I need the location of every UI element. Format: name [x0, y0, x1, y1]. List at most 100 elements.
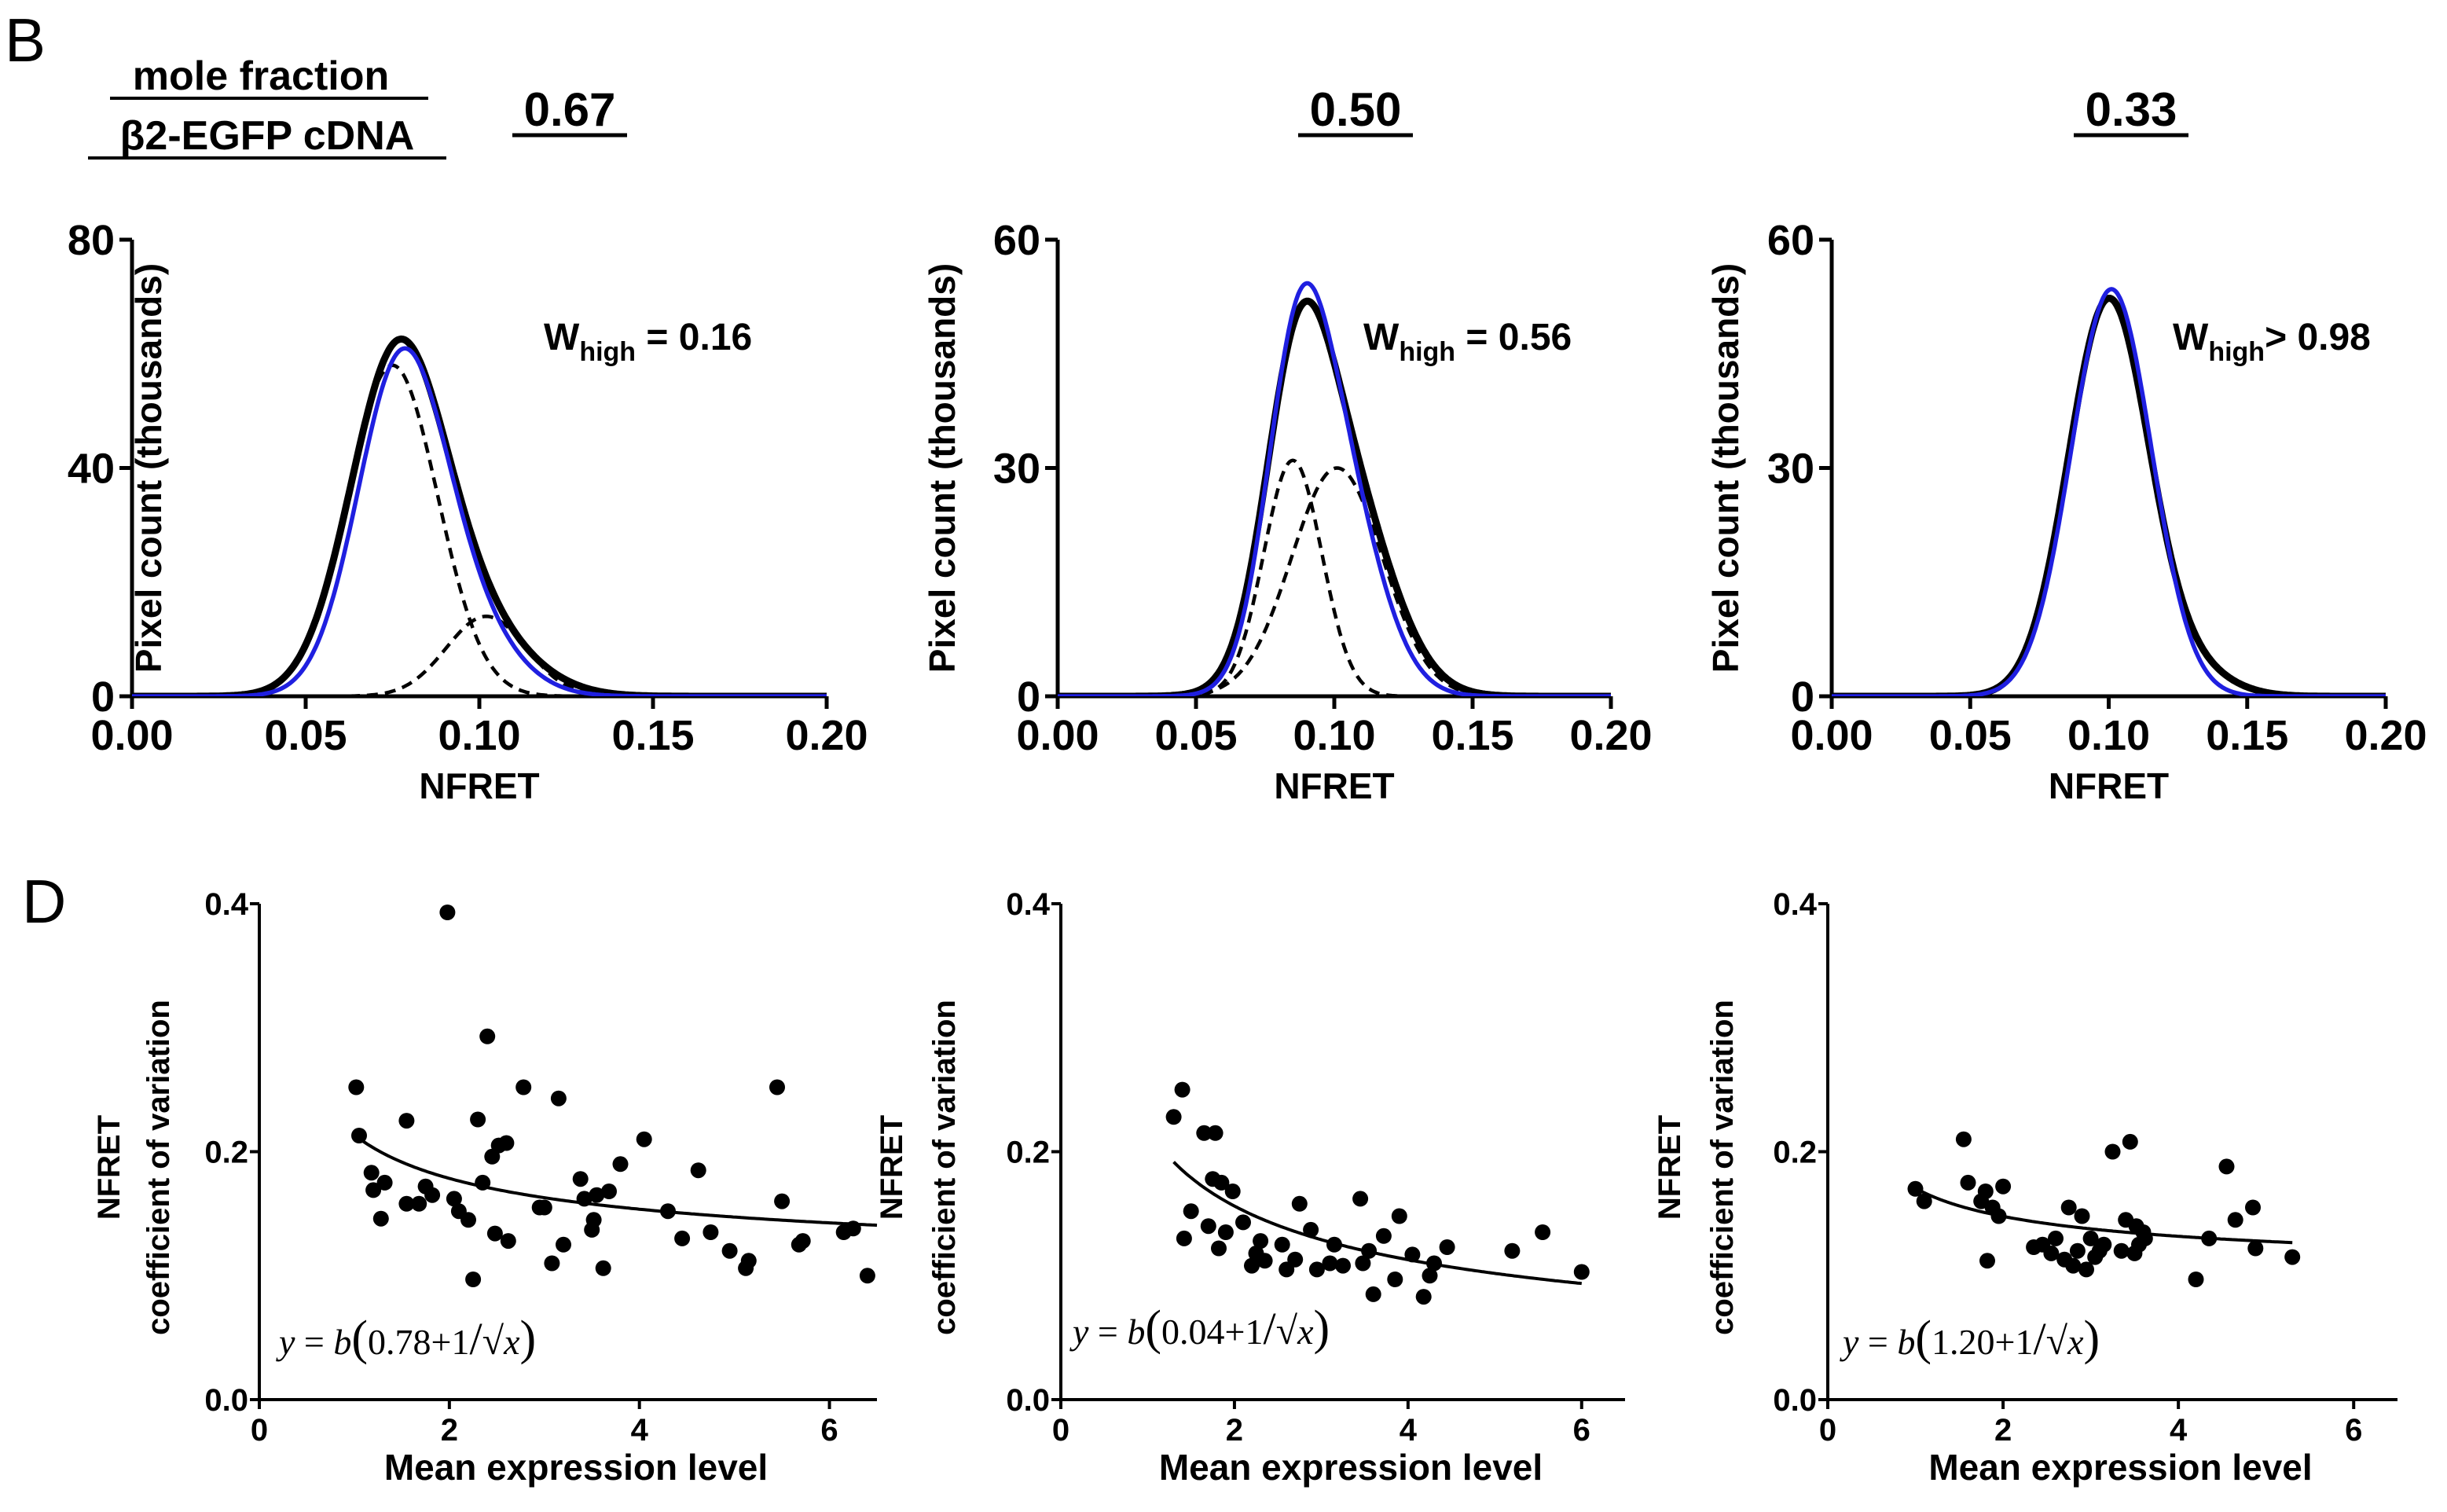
y-axis-title-line2: coefficient of variation [927, 1000, 962, 1335]
data-point [479, 1028, 496, 1044]
data-point [2137, 1230, 2153, 1246]
data-point [1391, 1208, 1407, 1224]
data-point [2082, 1230, 2099, 1246]
data-point [2096, 1236, 2112, 1253]
x-tick-label: 0 [1819, 1413, 1836, 1448]
x-tick-label: 0.00 [90, 712, 173, 759]
data-point [660, 1203, 676, 1220]
x-axis-title: Mean expression level [384, 1447, 768, 1488]
data-point [1990, 1208, 2007, 1224]
y-tick-label: 0.0 [1773, 1383, 1817, 1418]
y-tick-label: 0.2 [1006, 1136, 1050, 1170]
eq-lhs: y [1069, 1312, 1089, 1352]
eq-close-paren: ) [519, 1312, 536, 1365]
data-point [845, 1220, 861, 1237]
data-point [398, 1195, 415, 1212]
x-tick-label: 0.20 [2344, 712, 2427, 759]
eq-b: b [1127, 1312, 1145, 1352]
x-tick-label: 4 [2170, 1413, 2188, 1448]
x-tick-label: 0 [1052, 1413, 1069, 1448]
series-line-total-fit [1832, 287, 2386, 696]
eq-slash: / [2033, 1313, 2046, 1364]
y-axis-title-line1: NFRET [1653, 1115, 1687, 1220]
data-point [2188, 1272, 2204, 1287]
data-point [424, 1187, 441, 1203]
eq-open-paren: ( [351, 1312, 368, 1365]
y-axis-title-line1: NFRET [92, 1115, 127, 1220]
data-point [2218, 1158, 2235, 1175]
data-point [1960, 1174, 1976, 1191]
fit-curve [353, 1133, 878, 1228]
eq-open-paren: ( [1915, 1312, 1932, 1365]
x-tick-label: 0.00 [1790, 712, 1873, 759]
data-point [769, 1079, 785, 1095]
x-tick-label: 4 [631, 1413, 649, 1448]
fit-equation: y = b(0.04+1/√x) [1069, 1301, 1330, 1355]
data-point [690, 1162, 706, 1179]
data-point [1387, 1272, 1403, 1287]
data-point [589, 1187, 605, 1203]
x-tick-label: 0.15 [611, 712, 694, 759]
w-subscript: high [2208, 337, 2265, 367]
eq-equals: = [1088, 1312, 1127, 1352]
x-axis-title: NFRET [419, 765, 539, 806]
series-line-low-fret-component [132, 363, 827, 696]
data-point [411, 1195, 427, 1212]
data-point [1422, 1268, 1438, 1284]
y-tick-label: 0.0 [1006, 1383, 1050, 1418]
w-subscript: high [1399, 337, 1455, 367]
data-point [636, 1131, 652, 1147]
data-point [1995, 1178, 2012, 1195]
series-line-low-fret-component [1058, 458, 1611, 696]
y-tick-label: 0.2 [204, 1136, 248, 1170]
data-point [1535, 1224, 1551, 1240]
x-axis-title: Mean expression level [1159, 1447, 1543, 1488]
x-tick-label: 0.15 [1431, 712, 1513, 759]
eq-plus-one: +1 [431, 1322, 470, 1362]
w-value: = 0.16 [636, 317, 752, 358]
eq-lhs: y [276, 1322, 295, 1362]
data-point [2060, 1199, 2077, 1216]
mole-fraction-label: mole fraction [133, 53, 390, 99]
data-point [475, 1174, 491, 1191]
eq-close-paren: ) [2083, 1312, 2100, 1365]
series-line-total-fit [1058, 281, 1611, 696]
data-point [2245, 1199, 2261, 1216]
w-subscript: high [579, 337, 636, 367]
x-tick-label: 0.20 [785, 712, 868, 759]
x-tick-label: 2 [1226, 1413, 1243, 1448]
eq-b: b [1897, 1322, 1915, 1362]
data-point [2104, 1143, 2121, 1160]
data-point [703, 1224, 719, 1240]
data-point [721, 1242, 738, 1259]
y-tick-label: 0 [1791, 673, 1814, 721]
eq-equals: = [1858, 1322, 1897, 1362]
data-point [1426, 1255, 1442, 1272]
w-value: = 0.56 [1455, 317, 1572, 358]
data-point [2065, 1257, 2082, 1274]
panel-b-letter: B [5, 6, 46, 75]
eq-x: x [2067, 1322, 2084, 1362]
data-point [465, 1272, 482, 1287]
data-point [2113, 1242, 2130, 1259]
data-point [740, 1253, 757, 1269]
data-point [774, 1193, 791, 1209]
chart-panel-b-0: 0.67 0 40 80 0.00 0.05 0.10 0.15 0.20 NFRET Pixel … [68, 83, 868, 806]
eq-lhs: y [1840, 1322, 1859, 1362]
data-point [595, 1260, 611, 1276]
eq-a: 0.78 [368, 1322, 431, 1362]
x-tick-label: 0.10 [1293, 712, 1375, 759]
chart-panel-d-1: 0.0 0.2 0.4 0 2 4 6 Mean expression level NFRET c… [875, 887, 1625, 1488]
data-point [2078, 1261, 2094, 1278]
data-point [556, 1236, 571, 1253]
y-axis-title: Pixel count (thousands) [128, 263, 169, 673]
data-point [348, 1079, 365, 1095]
data-point [1361, 1242, 1378, 1259]
data-point [486, 1225, 503, 1242]
y-tick-label: 0.4 [1006, 887, 1050, 922]
eq-plus-one: +1 [1995, 1322, 2034, 1362]
eq-open-paren: ( [1145, 1301, 1161, 1355]
eq-slash: / [1263, 1303, 1276, 1354]
x-tick-label: 2 [1994, 1413, 2012, 1448]
